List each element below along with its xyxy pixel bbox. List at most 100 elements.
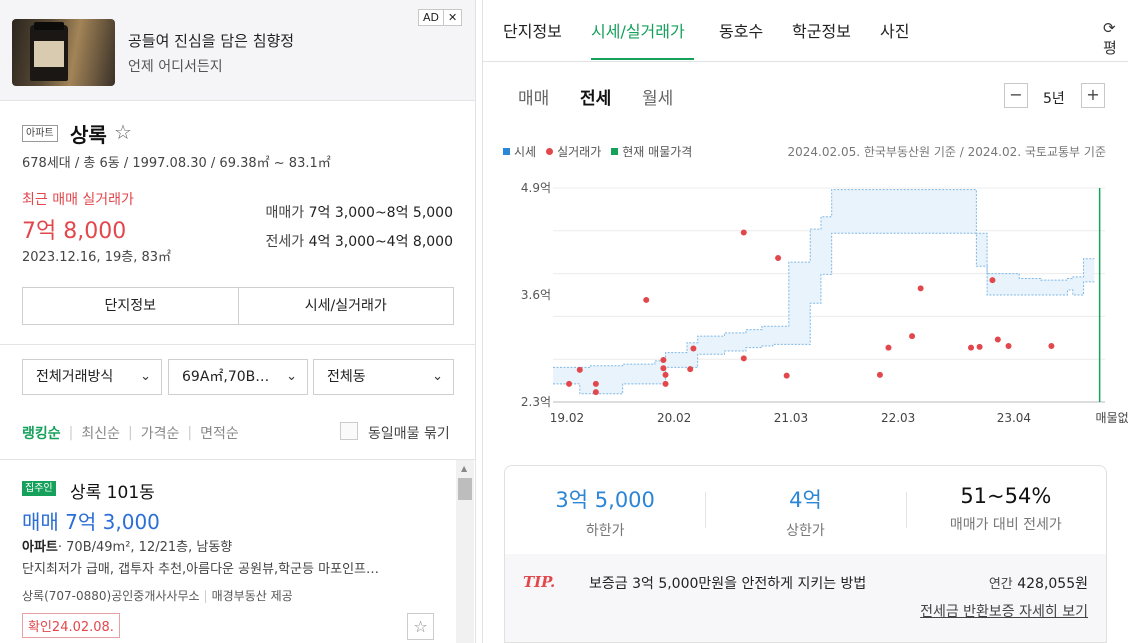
tab-photo[interactable]: 사진 xyxy=(880,22,910,41)
ratio-value: 51~54% xyxy=(960,484,1052,508)
legend-current-label: 현재 매물가격 xyxy=(622,145,693,159)
actual-trade-point xyxy=(976,343,983,350)
period-minus-button[interactable]: − xyxy=(1004,83,1028,108)
ratio-label: 매매가 대비 전세가 xyxy=(949,517,1062,533)
ad-banner[interactable]: 공들여 진심을 담은 침향정 언제 어디서든지 AD ✕ xyxy=(0,0,475,101)
legend-market-swatch xyxy=(503,148,510,155)
chevron-down-icon: ⌄ xyxy=(432,369,443,384)
trade-type-select[interactable]: 전체거래방식 ⌄ xyxy=(22,359,162,395)
owner-badge: 집주인 xyxy=(22,481,56,496)
sale-price-value: 7억 3,000~8억 5,000 xyxy=(308,205,453,221)
market-band-lower-line xyxy=(553,232,1095,395)
x-tick-label: 22.03 xyxy=(881,411,915,425)
subtab-sale[interactable]: 매매 xyxy=(518,89,550,109)
x-tick-label: 20.02 xyxy=(657,411,691,425)
summary-ratio: 51~54% 매매가 대비 전세가 xyxy=(905,466,1106,554)
subtab-monthly[interactable]: 월세 xyxy=(642,89,674,109)
price-info-button[interactable]: 시세/실거래가 xyxy=(237,288,454,324)
tab-unit[interactable]: 동호수 xyxy=(719,22,764,41)
sale-price-range: 매매가 7억 3,000~8억 5,000 xyxy=(266,202,453,222)
market-band-area xyxy=(553,189,1095,394)
recent-sale-detail: 2023.12.16, 19층, 83㎡ xyxy=(22,250,172,265)
listing-spec-type: 아파트 xyxy=(22,540,58,555)
sort-divider: | xyxy=(187,425,193,441)
x-tick-label: 19.02 xyxy=(550,411,584,425)
tab-complex-info[interactable]: 단지정보 xyxy=(503,22,562,41)
close-icon[interactable]: ✕ xyxy=(443,10,461,25)
legend-actual: 실거래가 xyxy=(546,143,601,160)
actual-trade-point xyxy=(662,371,669,378)
sort-ranking[interactable]: 랭킹순 xyxy=(22,426,61,442)
left-panel: 공들여 진심을 담은 침향정 언제 어디서든지 AD ✕ 아파트 상록 ☆ 67… xyxy=(0,0,476,643)
scroll-thumb[interactable] xyxy=(458,478,472,500)
sort-price[interactable]: 가격순 xyxy=(140,426,180,442)
property-meta: 678세대 / 총 6동 / 1997.08.30 / 69.38㎡ ~ 83.… xyxy=(22,156,331,171)
actual-trade-point xyxy=(783,372,790,379)
property-name: 상록 xyxy=(70,123,107,147)
scrollbar[interactable]: ▲ xyxy=(456,460,474,643)
same-listing-label[interactable]: 동일매물 묶기 xyxy=(368,426,450,442)
actual-trade-point xyxy=(1005,343,1012,350)
dong-select[interactable]: 전체동 ⌄ xyxy=(313,359,454,395)
ad-label: AD xyxy=(423,11,439,24)
tab-school[interactable]: 학군정보 xyxy=(792,22,851,41)
period-value: 5년 xyxy=(1043,91,1065,107)
actual-trade-point xyxy=(989,277,996,284)
scroll-up-icon[interactable]: ▲ xyxy=(461,464,468,473)
listing-description: 단지최저가 급매, 갭투자 추천,아름다운 공원뷰,학군등 마포인프… xyxy=(22,562,380,577)
actual-trade-point xyxy=(775,254,782,261)
jeonse-price-range: 전세가 4억 3,000~4억 8,000 xyxy=(266,231,453,251)
x-tick-label: 23.04 xyxy=(997,411,1031,425)
actual-trade-point xyxy=(660,365,667,372)
actual-trade-point xyxy=(592,380,599,387)
period-plus-button[interactable]: + xyxy=(1081,83,1105,108)
trade-type-value: 전체거래방식 xyxy=(36,369,114,385)
list-item[interactable]: 집주인 상록 101동 매매 7억 3,000 아파트· 70B/49m², 1… xyxy=(0,460,456,643)
sort-divider: | xyxy=(68,425,74,441)
annual-label: 연간 xyxy=(988,577,1013,592)
jeonse-price-label: 전세가 xyxy=(265,234,305,250)
area-select[interactable]: 69A㎡,70B… ⌄ xyxy=(168,359,308,395)
listing-agent: 상록(707-0880)공인중개사사무소 | 매경부동산 제공 xyxy=(22,587,293,604)
price-chart[interactable]: 4.9억 3.6억 2.3억 19.02 20.02 21.03 22.03 23.04 매물없… xyxy=(483,170,1128,440)
actual-trade-point xyxy=(740,355,747,362)
actual-trade-point xyxy=(1048,343,1055,350)
summary-high: 4억 상한가 xyxy=(705,466,905,554)
same-listing-checkbox[interactable] xyxy=(340,422,358,440)
jar-cap-shape xyxy=(34,22,64,30)
sale-price-label: 매매가 xyxy=(265,205,305,221)
star-icon[interactable]: ☆ xyxy=(114,120,132,144)
agent-divider: | xyxy=(203,589,208,603)
complex-info-button[interactable]: 단지정보 xyxy=(104,298,157,314)
actual-trade-point xyxy=(662,380,669,387)
actual-trade-point xyxy=(885,344,892,351)
listing-title[interactable]: 상록 101동 xyxy=(70,483,155,503)
jar-label-shape xyxy=(34,41,64,67)
ad-subtitle[interactable]: 언제 어디서든지 xyxy=(128,59,223,75)
subtab-jeonse[interactable]: 전세 xyxy=(580,89,612,109)
guarantee-link[interactable]: 전세금 반환보증 자세히 보기 xyxy=(920,604,1088,620)
actual-trade-point xyxy=(687,366,694,373)
summary-tip: TIP. 보증금 3억 5,000만원을 안전하게 지키는 방법 연간 428,… xyxy=(505,554,1106,642)
ad-badge: AD ✕ xyxy=(418,9,463,26)
sort-latest[interactable]: 최신순 xyxy=(81,426,120,442)
ad-image[interactable] xyxy=(12,19,115,86)
actual-trade-point xyxy=(566,380,573,387)
tab-price[interactable]: 시세/실거래가 xyxy=(591,22,685,41)
x-end-label: 매물없음 xyxy=(1096,411,1128,425)
main-tabs: 단지정보 시세/실거래가 동호수 학군정보 사진 ⟳ 평 xyxy=(483,0,1128,62)
reload-icon[interactable]: ⟳ 평 xyxy=(1103,19,1117,57)
actual-trade-point xyxy=(876,371,883,378)
favorite-star-icon[interactable]: ☆ xyxy=(407,613,434,640)
ad-title[interactable]: 공들여 진심을 담은 침향정 xyxy=(128,32,295,50)
sort-area[interactable]: 면적순 xyxy=(200,426,239,442)
chart-legend: 시세 실거래가 현재 매물가격 xyxy=(503,143,702,160)
actual-trade-point xyxy=(592,389,599,396)
listing-spec-detail: · 70B/49m², 12/21층, 남동향 xyxy=(57,540,233,555)
right-panel: 단지정보 시세/실거래가 동호수 학군정보 사진 ⟳ 평 매매 전세 월세 − … xyxy=(482,0,1128,643)
active-tab-underline xyxy=(591,58,694,60)
annual-value: 428,055원 xyxy=(1017,576,1088,592)
agent-name[interactable]: 상록(707-0880)공인중개사사무소 xyxy=(22,589,200,603)
actual-trade-point xyxy=(968,344,975,351)
x-tick-label: 21.03 xyxy=(774,411,808,425)
